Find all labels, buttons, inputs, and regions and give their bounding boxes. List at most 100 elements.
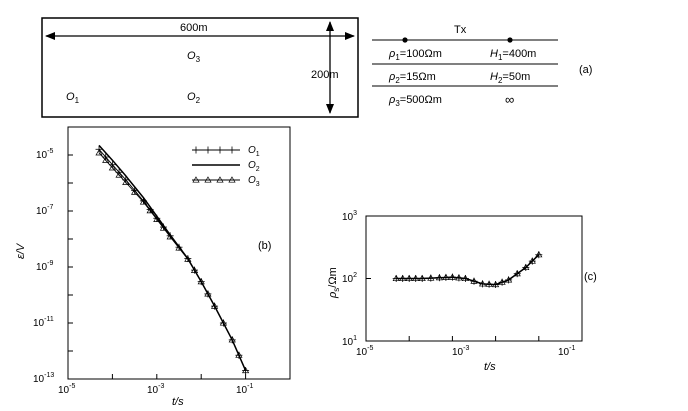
chart-c-series-3-point <box>485 280 493 287</box>
chart-c-series-3-point <box>535 251 543 258</box>
chart-c-xtick-0: 10-5 <box>356 345 373 358</box>
chart-c-xtick-2: 10-1 <box>558 345 575 358</box>
chart-b-series-3-point <box>146 207 154 214</box>
chart-c-series-3-point <box>392 274 400 282</box>
chart-c-series-3-point <box>504 276 513 283</box>
chart-b-ytick-0: 10-5 <box>36 148 53 161</box>
chart-b-ytick-3: 10-11 <box>33 316 54 329</box>
chart-b-series-3-point <box>184 255 192 262</box>
legend-swatch-3-marker <box>204 176 212 183</box>
chart-b-series-1-line <box>98 149 247 371</box>
chart-c-ylabel: ρs/Ωm <box>327 267 341 299</box>
chart-c-series-3-point <box>405 274 413 282</box>
point-o2: O2 <box>187 91 201 105</box>
point-o1: O1 <box>66 91 80 105</box>
chart-b-plot-area <box>67 126 291 380</box>
chart-b-series-3-point <box>153 215 161 222</box>
chart-b-ytick-2: 10-9 <box>36 260 53 273</box>
chart-c-series-3-point <box>435 273 444 281</box>
chart-c-series-3-point <box>418 274 426 282</box>
row1-h: H1=400m <box>490 48 536 62</box>
row3-rho: ρ3=500Ωm <box>388 94 442 108</box>
point-o3: O3 <box>187 50 201 64</box>
chart-b-series-3-point <box>102 156 110 163</box>
chart-c-series-3-point <box>427 274 435 281</box>
chart-c-xlabel: t/s <box>484 361 496 373</box>
chart-c-series-3-point <box>442 273 450 280</box>
chart-b-series-3-point <box>166 233 174 240</box>
chart-c-series-3-point <box>528 257 536 264</box>
chart-b-series-3-point <box>228 336 236 343</box>
chart-b-ytick-1: 10-7 <box>36 204 53 217</box>
chart-c-series-3-line <box>396 254 540 286</box>
panel-a-tag: (a) <box>579 64 592 76</box>
chart-b-series-3-point <box>130 188 139 195</box>
chart-b-series-3-point <box>197 277 205 285</box>
chart-b-series-3-point <box>190 266 199 273</box>
chart-c-series-1-line <box>396 254 540 286</box>
chart-c-series-3-point <box>461 274 470 282</box>
chart-c-series-3-point <box>522 263 530 271</box>
chart-b-xtick-2: 10-1 <box>236 383 253 396</box>
legend-swatch-1-marker <box>192 146 200 154</box>
chart-b-series-3-point <box>219 319 228 326</box>
chart-b-series-3-line <box>98 152 247 371</box>
width-label: 600m <box>180 22 208 34</box>
legend-swatch-3-marker <box>228 176 236 183</box>
chart-c-series-3-point <box>491 280 500 288</box>
chart-b-tag: (b) <box>258 240 271 252</box>
row1-rho: ρ1=100Ωm <box>388 48 442 62</box>
legend-item-o2: O2 <box>248 160 260 173</box>
chart-b-series-3-point <box>175 244 183 251</box>
chart-c-series-3-point <box>412 274 420 282</box>
survey-area-rect <box>41 17 359 118</box>
chart-c-tag: (c) <box>584 271 597 283</box>
legend-swatch-1-marker <box>216 146 224 154</box>
chart-b-ticks <box>67 126 291 380</box>
chart-c-ytick-0: 103 <box>342 210 357 223</box>
chart-b-xlabel: t/s <box>172 396 184 408</box>
chart-c-xtick-1: 10-3 <box>452 345 469 358</box>
legend-swatch-1-marker <box>228 146 236 154</box>
chart-b-series-3-point <box>241 366 250 374</box>
chart-b-series-3-point <box>108 164 117 171</box>
chart-b-ytick-4: 10-13 <box>33 372 54 385</box>
panel-a: 600m 200m O3 O1 O2 Tx ρ1=100Ωm H1=400m <box>41 17 592 118</box>
chart-c-series-3-point <box>513 269 521 277</box>
chart-b-xtick-1: 10-3 <box>147 383 164 396</box>
row3-h-infinity: ∞ <box>505 92 514 107</box>
chart-b-series <box>95 144 250 375</box>
chart-b: 10-5 10-3 10-1 10-5 10-7 10-9 10-11 10-1… <box>15 126 291 408</box>
layer-table: Tx ρ1=100Ωm H1=400m ρ2=15Ωm H2=50m ρ3=50… <box>372 24 558 108</box>
chart-c-series-3-point <box>470 277 478 284</box>
legend-swatch-3-marker <box>192 176 200 183</box>
legend-item-o1: O1 <box>248 145 260 158</box>
table-header: Tx <box>454 24 467 36</box>
chart-c: 10-5 10-3 10-1 103 102 101 t/s ρs/Ωm (c) <box>327 210 597 373</box>
chart-c-series-3-point <box>478 280 487 287</box>
chart-b-legend: O1 O2 O3 <box>192 145 260 188</box>
row2-h: H2=50m <box>490 71 530 85</box>
chart-b-series-3-point <box>235 351 243 358</box>
chart-c-series-3-point <box>455 274 463 281</box>
legend-item-o3: O3 <box>248 175 260 188</box>
chart-c-ytick-1: 102 <box>342 272 357 285</box>
chart-b-series-3-point <box>204 290 212 297</box>
legend-swatch-1-marker <box>204 146 212 154</box>
tx-dot-left <box>402 37 408 43</box>
tx-dot-right <box>507 37 513 43</box>
chart-c-ticks <box>365 215 583 342</box>
legend-swatch-3-marker <box>216 176 224 183</box>
chart-c-series <box>392 251 543 289</box>
chart-c-series-3-point <box>448 273 457 280</box>
chart-b-series-3-point <box>122 178 130 185</box>
chart-b-series-3-point <box>115 171 123 178</box>
chart-c-ytick-2: 101 <box>342 335 357 348</box>
chart-b-series-3-point <box>139 198 148 205</box>
chart-b-series-2-line <box>98 144 247 371</box>
chart-b-ylabel: ε/V <box>15 242 27 259</box>
chart-b-series-3-point <box>210 302 219 309</box>
chart-b-xtick-0: 10-5 <box>58 383 75 396</box>
chart-c-series-2-line <box>396 254 540 286</box>
